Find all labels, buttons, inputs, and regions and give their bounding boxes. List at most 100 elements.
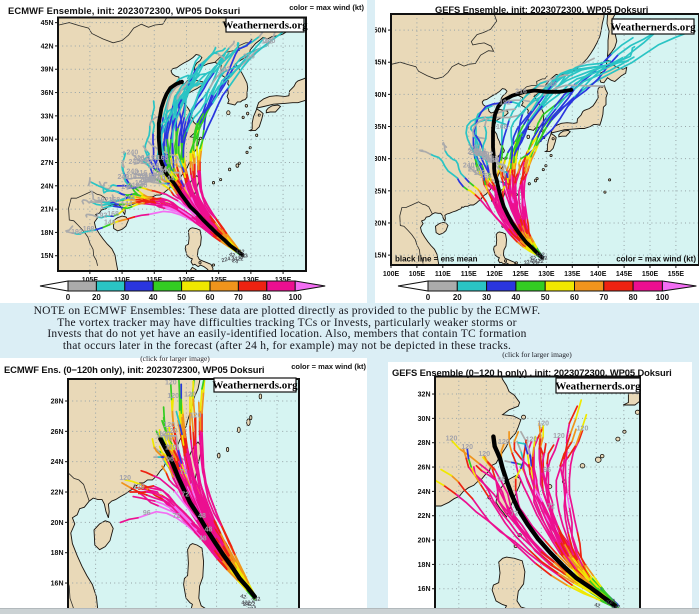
ensemble-track: [178, 379, 181, 411]
lat-tick-label: 33N: [41, 113, 54, 120]
small-island: [535, 177, 539, 181]
ensemble-track: [154, 202, 214, 237]
colorbar-seg: [95, 280, 126, 292]
ensemble-track: [195, 529, 223, 563]
small-island: [579, 463, 586, 469]
map-ecmwf-full[interactable]: 1441681922162401441681922162401441681922…: [0, 0, 367, 303]
country-border: [68, 472, 90, 608]
ensemble-track: [531, 466, 556, 543]
small-island: [323, 178, 325, 180]
ensemble-track: [146, 156, 156, 170]
ensemble-track: [211, 234, 221, 242]
ensemble-track: [556, 524, 572, 555]
colorbar-seg: [237, 280, 268, 292]
ensemble-track: [507, 157, 511, 167]
ensemble-track: [189, 166, 192, 175]
small-island: [521, 414, 527, 420]
ensemble-track: [153, 176, 163, 185]
lat-tick-label: 30N: [418, 416, 431, 423]
ensemble-track: [215, 235, 224, 242]
ensemble-track: [184, 167, 188, 175]
ensemble-track: [509, 161, 513, 170]
lat-tick-label: 30N: [375, 156, 387, 163]
ensemble-track: [172, 448, 180, 462]
ensemble-track: [465, 456, 470, 468]
ensemble-track: [501, 119, 510, 146]
ensemble-track: [498, 146, 503, 163]
ensemble-track: [531, 116, 548, 141]
ensemble-track: [127, 181, 140, 196]
legend-color: color = max wind (kt): [616, 255, 696, 264]
ensemble-track: [175, 158, 178, 168]
map-ecmwf-120h[interactable]: 1201201201201201201201201201201201204872…: [0, 358, 367, 608]
lat-tick-label: 39N: [41, 67, 54, 74]
forecast-hour-label: 192: [499, 100, 511, 107]
click-larger-link-right[interactable]: (click for larger image): [502, 350, 572, 359]
weathernerds-badge: Weathernerds.org: [212, 380, 298, 392]
ensemble-track: [530, 464, 534, 481]
member-id-scribble: 422: [241, 600, 250, 606]
ensemble-track: [129, 486, 148, 496]
lat-tick-label: 26N: [51, 429, 64, 436]
panel-title-row: GEFS Ensemble, init: 2023072300, WP05 Do…: [435, 0, 648, 18]
ensemble-track: [225, 568, 239, 581]
ensemble-track: [505, 171, 509, 179]
lon-tick-label: 125E: [512, 271, 529, 278]
lat-tick-label: 20N: [51, 520, 64, 527]
ensemble-track: [526, 452, 530, 465]
ensemble-track: [132, 495, 156, 502]
ensemble-track: [478, 197, 512, 237]
ensemble-track: [483, 455, 488, 462]
ensemble-track: [96, 215, 111, 219]
ensemble-track: [563, 542, 573, 558]
colorbar-tick-label: 80: [262, 293, 271, 302]
small-island: [228, 167, 232, 172]
map-gefs-120h[interactable]: 1201201201201201201201201207296729624224…: [388, 362, 692, 608]
ensemble-track: [175, 410, 181, 425]
click-larger-link-left[interactable]: (click for larger image): [140, 354, 210, 363]
ensemble-track: [193, 416, 197, 446]
ensemble-track: [142, 145, 148, 152]
ensemble-track: [129, 201, 137, 205]
ensemble-track: [559, 541, 569, 557]
ensemble-track: [124, 193, 133, 200]
ensemble-track: [556, 572, 575, 584]
panel-title: ECMWF Ens. (0−120h only), init: 20230723…: [4, 364, 265, 375]
ensemble-track: [441, 141, 448, 152]
member-id-scribble: 224: [606, 598, 617, 606]
ensemble-track: [199, 137, 205, 150]
ensemble-track: [440, 468, 453, 477]
panel-title-row: GEFS Ensemble (0−120 h only) , init: 202…: [392, 363, 672, 381]
colorbar-tick-label: 0: [426, 293, 431, 302]
ensemble-track: [517, 222, 523, 232]
ensemble-track: [181, 433, 185, 446]
ensemble-track: [183, 170, 187, 179]
colorbar-seg: [427, 280, 458, 292]
ensemble-track: [457, 480, 474, 500]
ensemble-track: [514, 123, 525, 143]
lat-tick-label: 24N: [41, 183, 54, 190]
ensemble-track: [202, 87, 230, 140]
ensemble-track: [141, 193, 153, 199]
ensemble-track: [178, 409, 182, 425]
ensemble-track: [114, 197, 127, 203]
panel-title: ECMWF Ensemble, init: 2023072300, WP05 D…: [8, 5, 241, 16]
ensemble-track: [178, 465, 186, 480]
ensemble-track: [454, 492, 537, 565]
colorbar-seg: [574, 280, 605, 292]
forecast-hour-label: 168: [487, 158, 499, 165]
lat-tick-label: 35N: [375, 124, 387, 131]
forecast-hour-label: 192: [145, 172, 157, 179]
member-id-scribble: 224: [221, 256, 232, 264]
ensemble-track: [221, 544, 231, 557]
ensemble-track: [165, 471, 171, 481]
ensemble-track: [513, 167, 516, 178]
forecast-hour-label: 144: [163, 175, 175, 182]
ensemble-mean-track: [156, 79, 245, 257]
ensemble-track: [508, 430, 513, 454]
map-gefs-full[interactable]: 1681922162401681922162401681922162401681…: [375, 0, 699, 303]
ensemble-track: [228, 554, 238, 569]
ensemble-track: [466, 188, 476, 195]
forecast-hour-label: 240: [469, 145, 481, 152]
forecast-hour-label: 192: [474, 170, 486, 177]
